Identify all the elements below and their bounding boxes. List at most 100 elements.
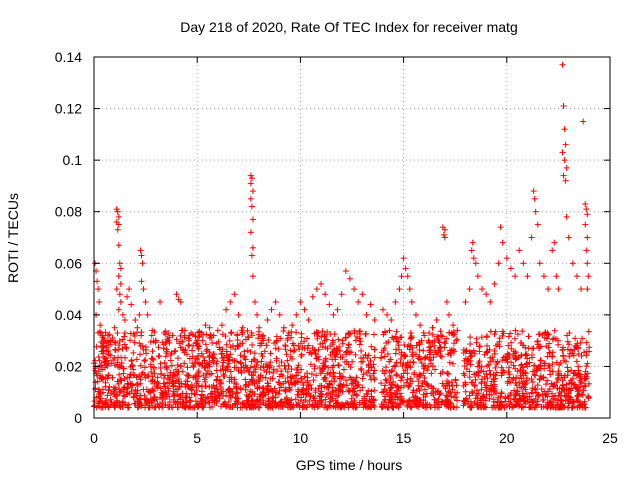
data-point	[136, 340, 143, 347]
data-point	[337, 387, 344, 394]
data-point	[398, 349, 405, 356]
data-point	[555, 286, 562, 293]
data-point	[388, 317, 395, 324]
data-point	[470, 255, 477, 262]
data-point	[248, 358, 255, 365]
data-point	[563, 213, 570, 220]
data-point	[273, 333, 280, 340]
data-point	[309, 344, 316, 351]
data-point	[102, 329, 109, 336]
data-point	[119, 398, 126, 405]
data-point	[98, 375, 105, 382]
data-point	[126, 286, 133, 293]
data-point	[268, 306, 275, 313]
data-point	[490, 376, 497, 383]
data-point	[225, 386, 232, 393]
data-point	[493, 369, 500, 376]
data-point	[529, 379, 536, 386]
data-point	[560, 353, 567, 360]
data-point	[491, 280, 498, 287]
data-point	[386, 327, 393, 334]
data-point	[497, 393, 504, 400]
data-point	[127, 380, 134, 387]
data-point	[448, 379, 455, 386]
data-point	[467, 341, 474, 348]
data-point	[490, 356, 497, 363]
chart-title: Day 218 of 2020, Rate Of TEC Index for r…	[180, 19, 517, 35]
data-point	[251, 390, 258, 397]
data-point	[121, 341, 128, 348]
data-point	[567, 387, 574, 394]
data-point	[393, 328, 400, 335]
data-point	[579, 391, 586, 398]
data-point	[483, 382, 490, 389]
data-point	[186, 355, 193, 362]
data-point	[408, 298, 415, 305]
data-point	[520, 384, 527, 391]
data-point	[119, 388, 126, 395]
data-point	[561, 357, 568, 364]
data-point	[392, 382, 399, 389]
data-point	[114, 208, 121, 215]
data-point	[218, 350, 225, 357]
data-point	[154, 379, 161, 386]
data-point	[257, 364, 264, 371]
data-point	[276, 311, 283, 318]
data-point	[140, 286, 147, 293]
data-point	[573, 358, 580, 365]
data-point	[476, 358, 483, 365]
data-point	[500, 367, 507, 374]
data-point	[304, 370, 311, 377]
data-point	[562, 177, 569, 184]
data-point	[577, 384, 584, 391]
data-point	[406, 286, 413, 293]
data-point	[435, 347, 442, 354]
data-point	[133, 374, 140, 381]
data-point	[416, 373, 423, 380]
data-point	[237, 359, 244, 366]
data-point	[170, 390, 177, 397]
data-point	[313, 372, 320, 379]
data-point	[559, 347, 566, 354]
data-point	[141, 392, 148, 399]
data-point	[287, 402, 294, 409]
data-point	[378, 389, 385, 396]
data-point	[453, 382, 460, 389]
data-point	[319, 328, 326, 335]
data-point	[563, 392, 570, 399]
data-point	[309, 293, 316, 300]
data-point	[523, 375, 530, 382]
data-point	[586, 344, 593, 351]
data-point	[334, 306, 341, 313]
data-point	[512, 392, 519, 399]
data-point	[569, 350, 576, 357]
data-point	[386, 358, 393, 365]
data-point	[248, 392, 255, 399]
data-point	[550, 335, 557, 342]
data-point	[284, 357, 291, 364]
data-point	[204, 368, 211, 375]
data-point	[402, 353, 409, 360]
data-point	[141, 357, 148, 364]
data-point	[298, 394, 305, 401]
data-point	[570, 381, 577, 388]
data-point	[318, 401, 325, 408]
data-point	[487, 328, 494, 335]
data-point	[348, 381, 355, 388]
data-point	[554, 337, 561, 344]
data-point	[203, 398, 210, 405]
data-point	[287, 387, 294, 394]
data-point	[490, 398, 497, 405]
data-point	[444, 370, 451, 377]
data-point	[565, 400, 572, 407]
data-point	[583, 375, 590, 382]
data-point	[295, 362, 302, 369]
data-point	[162, 353, 169, 360]
data-point	[227, 351, 234, 358]
data-point	[429, 339, 436, 346]
data-point	[272, 345, 279, 352]
data-point	[464, 356, 471, 363]
data-point	[217, 346, 224, 353]
data-point	[150, 365, 157, 372]
data-point	[514, 400, 521, 407]
